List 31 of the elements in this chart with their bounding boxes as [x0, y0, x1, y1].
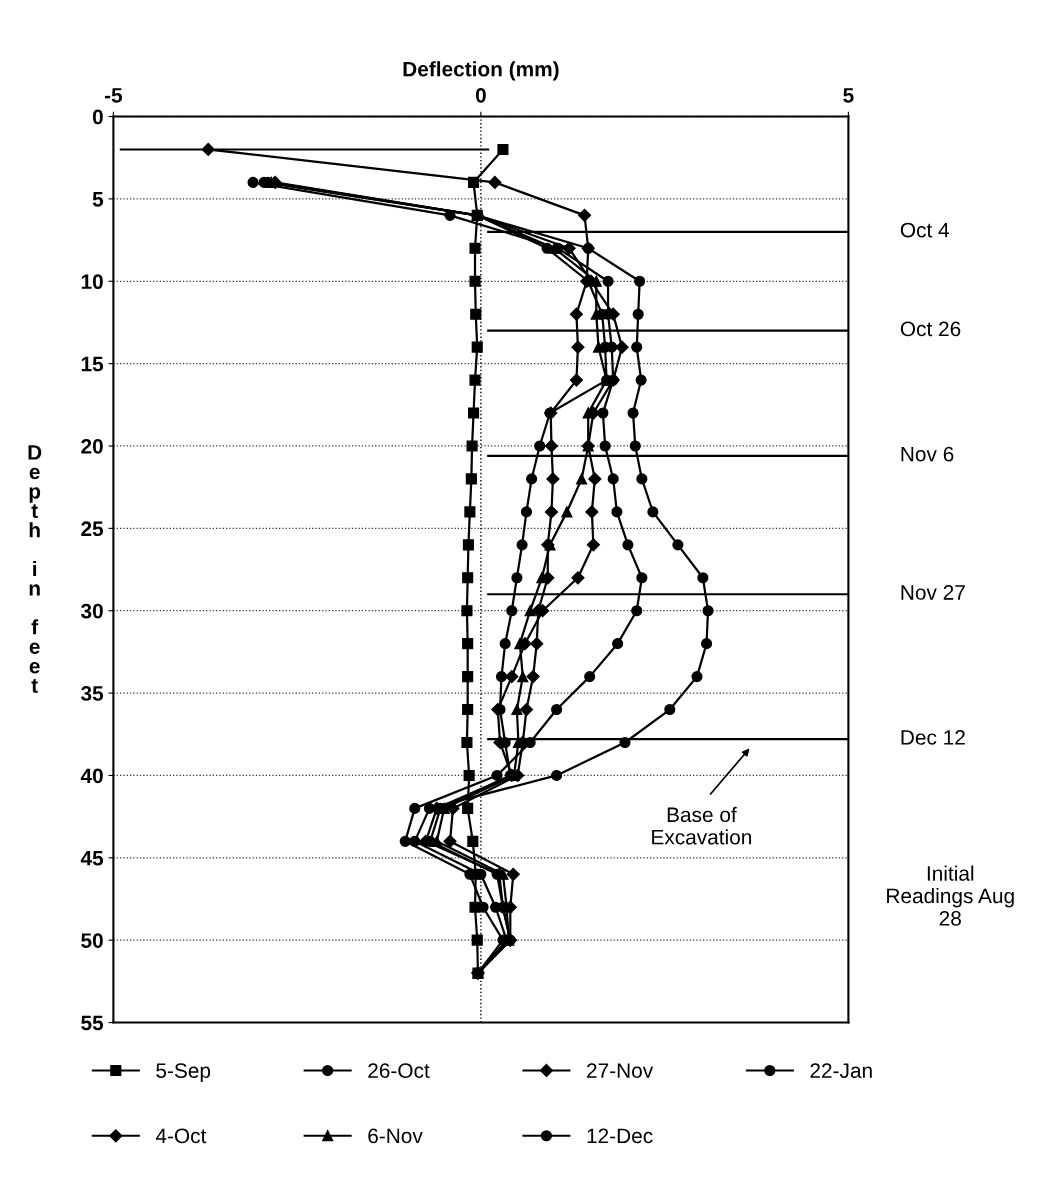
- text: Depth in feet: [28, 445, 42, 693]
- y-tick-label: 20: [81, 438, 103, 454]
- legend-label: 6-Nov: [368, 1128, 423, 1144]
- x-axis-title: Deflection (mm): [403, 61, 559, 81]
- legend-label: 12-Dec: [587, 1128, 653, 1144]
- ref-line-label: Oct 26: [900, 321, 961, 337]
- ref-line-label: Nov 27: [901, 585, 965, 600]
- legend-label: 22-Jan: [810, 1063, 872, 1078]
- y-tick-label: 40: [80, 768, 103, 784]
- legend-label: 26-Oct: [368, 1063, 430, 1078]
- y-tick-label: 55: [81, 1015, 104, 1031]
- ref-line-label: Oct 4: [900, 222, 950, 238]
- legend-label: 27-Nov: [587, 1063, 654, 1078]
- annotation: Base of Excavation: [652, 806, 751, 845]
- y-tick-label: 0: [92, 109, 103, 125]
- x-tick-label: 0: [475, 87, 486, 103]
- y-tick-label: 15: [81, 356, 104, 372]
- legend-label: 5-Sep: [156, 1063, 211, 1083]
- legend-label: 4-Oct: [155, 1128, 207, 1144]
- x-tick-label: 5: [843, 88, 854, 103]
- y-tick-label: 10: [81, 274, 103, 290]
- y-tick-label: 25: [81, 521, 104, 537]
- y-tick-label: 45: [80, 851, 104, 866]
- x-tick-label: -5: [104, 88, 123, 103]
- y-tick-label: 5: [92, 192, 104, 207]
- y-tick-label: 50: [81, 933, 103, 948]
- y-tick-label: 35: [80, 686, 104, 701]
- ref-line-label: Nov 6: [901, 446, 954, 462]
- text: Initial Readings Aug 28: [887, 865, 1014, 926]
- ref-line-label: Dec 12: [901, 730, 965, 745]
- y-tick-label: 30: [80, 603, 103, 619]
